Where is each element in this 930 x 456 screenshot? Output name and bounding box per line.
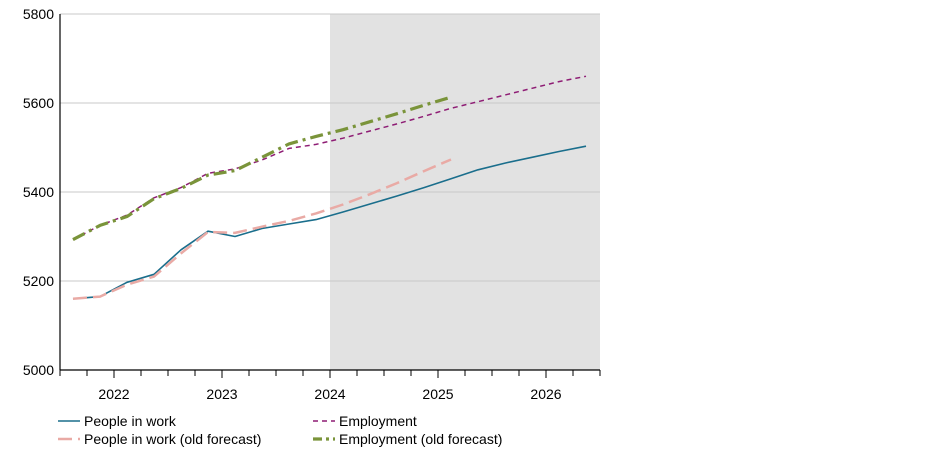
y-tick-label: 5600	[23, 95, 54, 111]
x-tick-label: 2025	[422, 386, 453, 402]
y-tick-label: 5800	[23, 6, 54, 22]
x-tick-label: 2024	[314, 386, 345, 402]
x-tick-label: 2026	[530, 386, 561, 402]
y-tick-label: 5000	[23, 362, 54, 378]
series-line-0	[72, 145, 587, 300]
y-tick-label: 5400	[23, 184, 54, 200]
series-line-2	[72, 75, 587, 241]
x-tick-label: 2022	[98, 386, 129, 402]
series-line-3	[72, 95, 452, 242]
legend-label: People in work	[84, 413, 177, 429]
x-tick-label: 2023	[206, 386, 237, 402]
legend-label: People in work (old forecast)	[84, 431, 261, 447]
series-layer	[72, 75, 587, 301]
legend-label: Employment	[339, 413, 417, 429]
y-axis-ticks: 5000 5200 5400 5600 5800	[23, 6, 54, 378]
legend: People in work People in work (old foreca…	[58, 413, 502, 447]
y-tick-label: 5200	[23, 273, 54, 289]
legend-label: Employment (old forecast)	[339, 431, 502, 447]
x-axis-ticks: 2022 2023 2024 2025 2026	[59, 370, 601, 402]
gridlines	[60, 13, 600, 282]
series-line-1	[72, 158, 452, 301]
